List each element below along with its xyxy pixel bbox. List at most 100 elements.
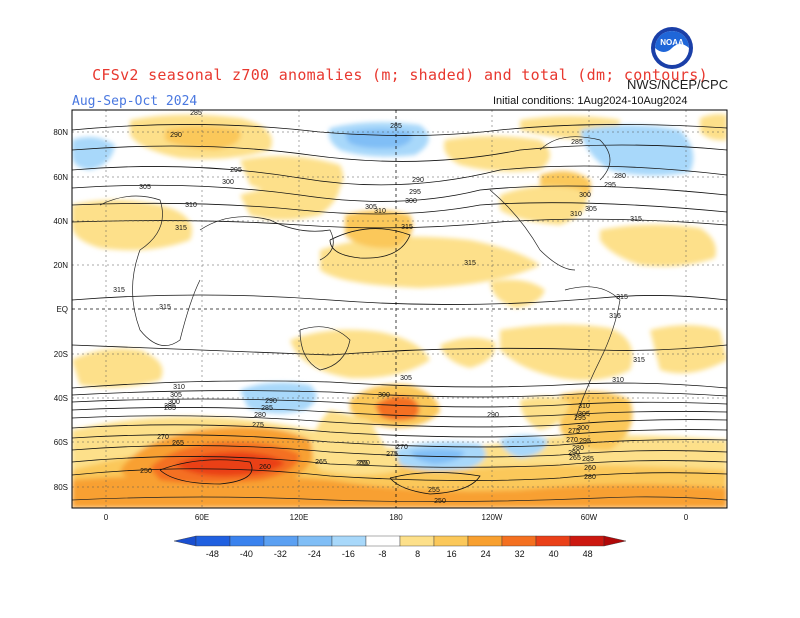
contour-label: 315 bbox=[401, 224, 413, 231]
contour-label: 305 bbox=[139, 184, 151, 191]
contour-label: 310 bbox=[612, 377, 624, 384]
longitude-label: 0 bbox=[684, 513, 689, 522]
colorbar-swatch bbox=[535, 535, 571, 547]
latitude-labels: 80N 60N 40N 20N EQ 20S 40S 60S 80S bbox=[53, 128, 68, 492]
contour-label: 310 bbox=[185, 202, 197, 209]
colorbar-swatch bbox=[467, 535, 503, 547]
colorbar-label: 32 bbox=[515, 549, 525, 559]
contour-label: 310 bbox=[374, 208, 386, 215]
colorbar-label: -48 bbox=[206, 549, 219, 559]
contour-label: 285 bbox=[261, 405, 273, 412]
contour-label: 315 bbox=[113, 287, 125, 294]
latitude-label: 60N bbox=[53, 173, 68, 182]
colorbar-swatch bbox=[297, 535, 333, 547]
contour-label: 270 bbox=[396, 444, 408, 451]
anomaly-shading bbox=[72, 114, 727, 508]
longitude-label: 120E bbox=[290, 513, 309, 522]
latitude-label: 40S bbox=[54, 394, 68, 403]
contour-label: 285 bbox=[164, 405, 176, 412]
contour-label: 280 bbox=[254, 412, 266, 419]
colorbar-label: 8 bbox=[415, 549, 420, 559]
colorbar-swatch bbox=[433, 535, 469, 547]
contour-label: 285 bbox=[571, 139, 583, 146]
longitude-labels: 0 60E 120E 180 120W 60W 0 bbox=[104, 513, 689, 522]
colorbar-swatch bbox=[399, 535, 435, 547]
contour-label: 295 bbox=[574, 415, 586, 422]
longitude-label: 180 bbox=[389, 513, 403, 522]
contour-label: 305 bbox=[585, 206, 597, 213]
colorbar-label: -32 bbox=[274, 549, 287, 559]
contour-label: 260 bbox=[259, 464, 271, 471]
contour-label: 315 bbox=[159, 304, 171, 311]
contour-label: 295 bbox=[164, 403, 176, 410]
contour-label: 280 bbox=[572, 445, 584, 452]
contour-label: 295 bbox=[579, 438, 591, 445]
colorbar-label: 16 bbox=[447, 549, 457, 559]
colorbar-swatch bbox=[331, 535, 367, 547]
contour-label: 250 bbox=[140, 468, 152, 475]
colorbar-arrow-left bbox=[173, 535, 197, 547]
grid-lines bbox=[72, 110, 727, 508]
colorbar-swatch bbox=[569, 535, 605, 547]
initial-conditions-label: Initial conditions: 1Aug2024-10Aug2024 bbox=[493, 95, 688, 107]
contour-label: 290 bbox=[487, 412, 499, 419]
colorbar-swatch bbox=[229, 535, 265, 547]
latitude-label: 60S bbox=[54, 438, 68, 447]
logo-text: NOAA bbox=[660, 38, 684, 47]
contour-label: 275 bbox=[252, 422, 264, 429]
contour-labels: 2852902953003053103152852902953003053103… bbox=[113, 110, 645, 505]
contour-label: 305 bbox=[170, 392, 182, 399]
latitude-label: EQ bbox=[56, 305, 68, 314]
contour-label: 255 bbox=[428, 487, 440, 494]
contour-label: 270 bbox=[157, 434, 169, 441]
contour-label: 290 bbox=[265, 398, 277, 405]
contour-label: 300 bbox=[168, 399, 180, 406]
colorbar-swatch bbox=[501, 535, 537, 547]
contour-label: 315 bbox=[616, 294, 628, 301]
contour-label: 260 bbox=[584, 465, 596, 472]
contour-label: 265 bbox=[315, 459, 327, 466]
colorbar-label: -16 bbox=[342, 549, 355, 559]
season-label: Aug-Sep-Oct 2024 bbox=[72, 94, 198, 109]
contour-label: 300 bbox=[378, 392, 390, 399]
chart-title: CFSv2 seasonal z700 anomalies (m; shaded… bbox=[92, 66, 708, 84]
contour-label: 305 bbox=[400, 375, 412, 382]
contour-label: 290 bbox=[170, 132, 182, 139]
colorbar-label: 40 bbox=[549, 549, 559, 559]
contour-label: 315 bbox=[633, 357, 645, 364]
contour-label: 285 bbox=[582, 456, 594, 463]
latitude-label: 40N bbox=[53, 217, 68, 226]
contour-label: 265 bbox=[172, 440, 184, 447]
colorbar-swatch bbox=[263, 535, 299, 547]
latitude-label: 80N bbox=[53, 128, 68, 137]
contour-label: 285 bbox=[390, 123, 402, 130]
latitude-label: 20N bbox=[53, 261, 68, 270]
noaa-logo-icon: NOAA bbox=[651, 27, 693, 69]
contour-label: 315 bbox=[175, 225, 187, 232]
contour-label: 310 bbox=[578, 403, 590, 410]
latitude-label: 80S bbox=[54, 483, 68, 492]
contour-label: 275 bbox=[568, 428, 580, 435]
contour-label: 280 bbox=[584, 474, 596, 481]
colorbar-label: -40 bbox=[240, 549, 253, 559]
coastlines bbox=[72, 136, 727, 502]
contour-label: 300 bbox=[577, 425, 589, 432]
colorbar-swatch bbox=[365, 535, 401, 547]
contour-label: 265 bbox=[569, 455, 581, 462]
longitude-label: 0 bbox=[104, 513, 109, 522]
contour-label: 255 bbox=[356, 460, 368, 467]
contour-label: 270 bbox=[566, 437, 578, 444]
longitude-label: 120W bbox=[482, 513, 503, 522]
contour-label: 315 bbox=[464, 260, 476, 267]
colorbar: -48 -40 -32 -24 -16 -8 8 16 24 32 40 48 bbox=[173, 535, 627, 559]
contour-label: 275 bbox=[386, 451, 398, 458]
contour-label: 305 bbox=[578, 411, 590, 418]
colorbar-swatch bbox=[195, 535, 231, 547]
contour-label: 310 bbox=[173, 384, 185, 391]
contour-label: 290 bbox=[568, 450, 580, 457]
contour-label: 300 bbox=[579, 192, 591, 199]
colorbar-label: -24 bbox=[308, 549, 321, 559]
map-frame bbox=[71, 109, 728, 509]
colorbar-label: 48 bbox=[583, 549, 593, 559]
